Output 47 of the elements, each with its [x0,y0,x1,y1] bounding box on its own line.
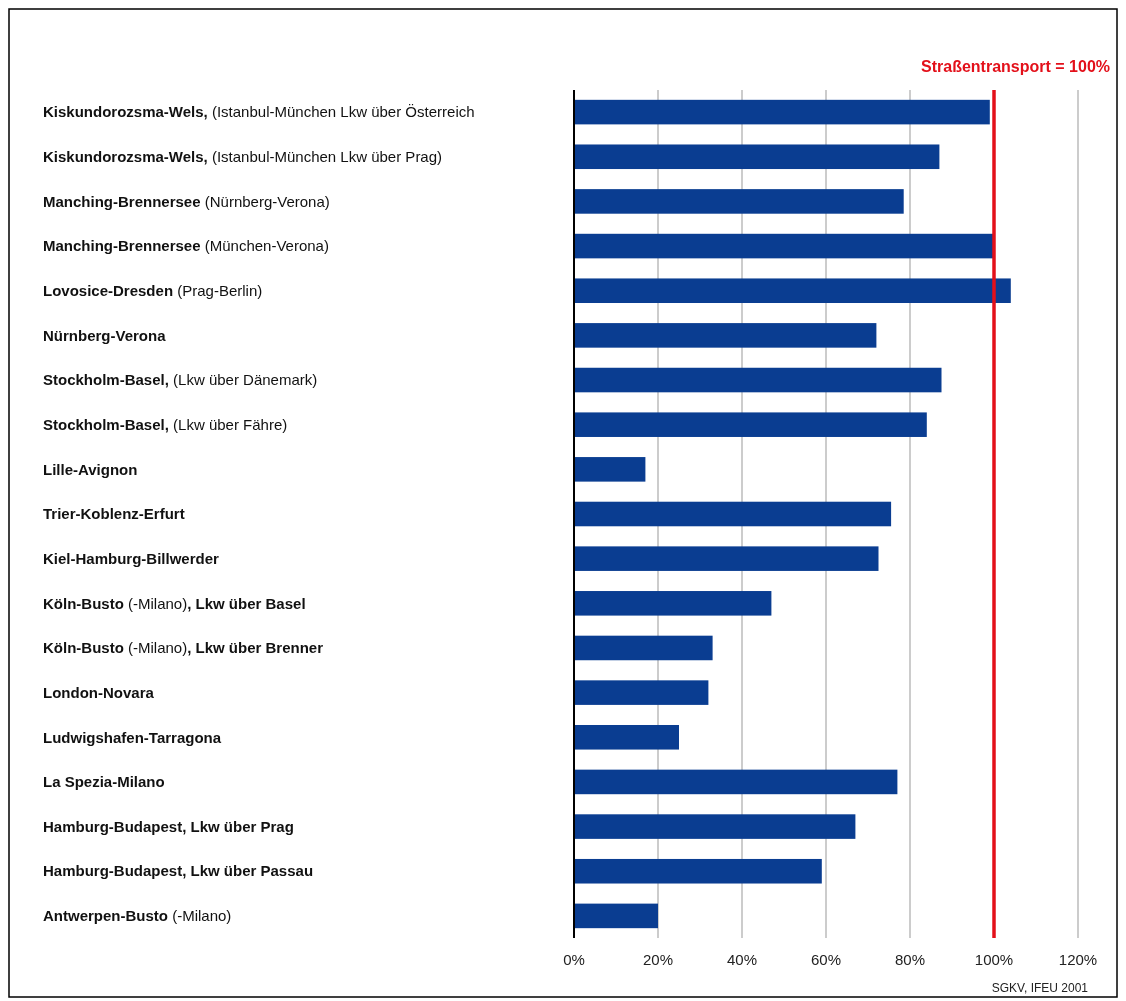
y-tick-label: Manching-Brennersee (Nürnberg-Verona) [43,192,330,210]
ref-line-label: Straßentransport = 100% [921,58,1110,75]
bar [574,680,709,705]
text: SGKV, IFEU 2001 [991,981,1089,995]
x-tick-label: 40% [726,951,758,968]
y-tick-label: Kiskundorozsma-Wels, (Istanbul-München Lkw über Prag) [43,148,443,166]
bar [574,635,713,661]
bar [574,769,898,795]
y-tick-label: Manching-Brennersee (München-Verona) [43,237,329,255]
bar [574,903,658,929]
y-tick-label: Lille-Avignon [43,460,138,478]
bar [574,323,877,348]
y-tick-label: Hamburg-Budapest, Lkw über Passau [43,862,314,880]
y-tick-label: Stockholm-Basel, (Lkw über Fähre) [43,415,288,433]
y-tick-label: Ludwigshafen-Tarragona [43,728,222,746]
y-tick-label: Antwerpen-Busto (-Milano) [43,907,232,925]
x-tick-label: 120% [1058,951,1098,968]
bar [574,278,1011,303]
bar [574,814,856,839]
y-tick-label: Hamburg-Budapest, Lkw über Prag [43,817,294,835]
bar [574,858,822,884]
y-tick-label: Köln-Busto (-Milano), Lkw über Basel [43,594,306,612]
bar [574,144,940,170]
bar [574,591,772,616]
bar [574,412,927,437]
bar [574,233,994,259]
y-tick-label: Trier-Koblenz-Erfurt [43,505,185,523]
x-tick-label: 0% [563,951,585,968]
x-tick-label: 60% [810,951,842,968]
bar [574,99,990,125]
x-tick-label: 20% [642,951,674,968]
bar [574,189,904,214]
y-tick-label: Kiel-Hamburg-Billwerder [43,549,220,567]
x-tick-label: 80% [894,951,926,968]
y-tick-label: London-Novara [43,683,155,701]
y-tick-label: Kiskundorozsma-Wels, (Istanbul-München Lkw über Österreich [43,103,475,121]
y-tick-label: Lovosice-Dresden (Prag-Berlin) [43,281,263,299]
bar [574,501,892,527]
bar [574,725,679,750]
bar [574,546,879,571]
y-tick-label: La Spezia-Milano [43,773,165,791]
y-tick-label: Nürnberg-Verona [43,326,167,344]
y-tick-label: Köln-Busto (-Milano), Lkw über Brenner [43,639,324,657]
y-tick-label: Stockholm-Basel, (Lkw über Dänemark) [43,371,318,389]
x-tick-label: 100% [974,951,1014,968]
bar [574,367,942,393]
bar [574,457,646,482]
